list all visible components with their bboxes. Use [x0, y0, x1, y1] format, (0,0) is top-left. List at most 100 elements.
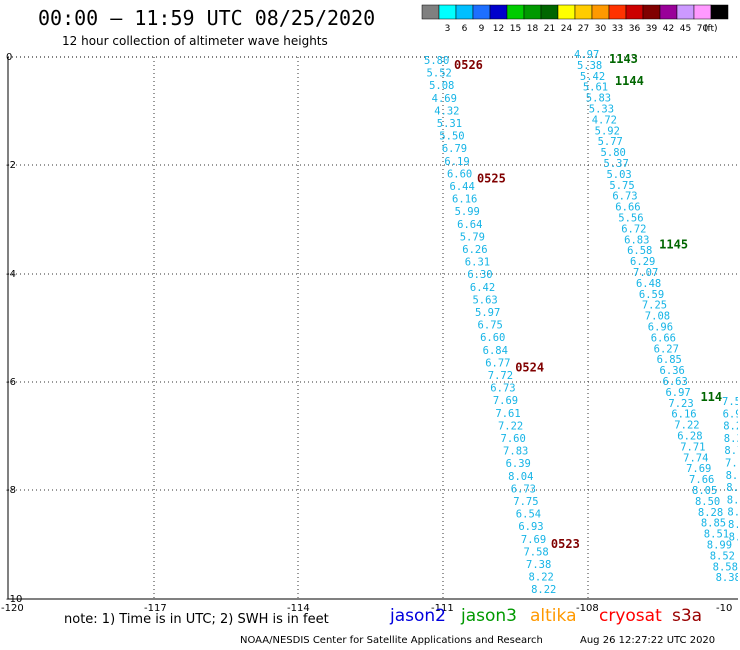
wave-height-value: 7.22: [498, 420, 523, 432]
wave-height-value: 8.51: [704, 529, 729, 541]
color-swatch: [591, 4, 610, 20]
wave-height-value: 5.03: [606, 169, 631, 181]
lon-tick-label: -114: [287, 603, 310, 614]
wave-height-value: 7.08: [645, 311, 670, 323]
wave-height-value: 5.92: [595, 125, 620, 137]
lon-tick-label: -117: [144, 603, 167, 614]
wave-height-value: 8.04: [508, 471, 533, 483]
wave-height-value: 5.42: [580, 71, 605, 83]
wave-height-value: 4.97: [574, 49, 599, 61]
wave-height-value: 8.72: [724, 445, 740, 457]
wave-height-value: 5.56: [618, 213, 643, 225]
wave-height-value: 7.74: [683, 452, 708, 464]
wave-height-value: 7.61: [495, 408, 520, 420]
wave-height-value: 8.22: [531, 584, 556, 596]
wave-height-value: 7.38: [526, 559, 551, 571]
wave-height-value: 6.64: [457, 219, 482, 231]
wave-height-value: 7.07: [633, 267, 658, 279]
wave-height-value: 6.39: [506, 458, 531, 470]
color-scale-label: 12: [493, 24, 504, 34]
legend-cryosat: cryosat: [599, 606, 662, 626]
time-label: 1144: [615, 74, 644, 88]
wave-height-value: 5.97: [475, 307, 500, 319]
wave-height-value: 6.28: [677, 431, 702, 443]
lat-tick-label: -2: [6, 160, 16, 171]
color-swatch: [710, 4, 729, 20]
chart-subtitle: 12 hour collection of altimeter wave hei…: [62, 34, 328, 48]
color-swatch: [642, 4, 661, 20]
wave-height-value: 7.69: [686, 463, 711, 475]
color-scale-label: 45: [680, 24, 691, 34]
wave-height-value: 8.58: [713, 561, 738, 573]
color-swatch: [676, 4, 695, 20]
wave-height-value: 4.69: [432, 93, 457, 105]
color-scale-unit: (ft): [704, 24, 718, 34]
wave-height-value: 8.85: [701, 518, 726, 530]
color-scale-label: 15: [510, 24, 521, 34]
color-scale-label: 30: [595, 24, 607, 34]
wave-height-value: 7.75: [513, 496, 538, 508]
wave-height-value: 7.23: [668, 398, 693, 410]
lat-lon-grid: [8, 57, 738, 599]
wave-height-value: 7.72: [488, 370, 513, 382]
wave-height-value: 6.75: [478, 320, 503, 332]
wave-height-value: 5.75: [609, 180, 634, 192]
color-swatch: [455, 4, 474, 20]
wave-height-value: 7.69: [521, 534, 546, 546]
wave-height-value: 6.44: [450, 181, 475, 193]
wave-height-value: 7.66: [689, 474, 714, 486]
lat-tick-label: 0: [6, 52, 12, 63]
time-label: 0525: [477, 171, 506, 185]
time-label: 1145: [659, 237, 688, 251]
timestamp: Aug 26 12:27:22 UTC 2020: [580, 635, 716, 646]
wave-height-value: 7.53: [722, 396, 740, 408]
wave-height-value: 6.30: [467, 269, 492, 281]
time-label: 0526: [454, 58, 483, 72]
wave-height-value: 5.80: [424, 55, 449, 67]
wave-height-value: 4.72: [592, 114, 617, 126]
wave-height-value: 5.77: [598, 136, 623, 148]
wave-height-value: 6.79: [442, 143, 467, 155]
wave-height-value: 5.52: [427, 68, 452, 80]
wave-height-value: 5.83: [586, 93, 611, 105]
wave-height-value: 8.52: [710, 550, 735, 562]
axis-labels: 0-2-4-6-8-10-120 -117 -114 -111 -108 -10: [1, 52, 732, 614]
time-label: 0524: [515, 360, 544, 374]
wave-height-value: 8.05: [692, 485, 717, 497]
wave-height-value: 6.73: [612, 191, 637, 203]
wave-height-value: 6.85: [657, 354, 682, 366]
wave-height-value: 8.50: [695, 496, 720, 508]
color-scale-label: 42: [663, 24, 674, 34]
wave-height-value: 6.16: [671, 409, 696, 421]
legend-jason2: jason2: [390, 606, 446, 626]
color-scale-label: 18: [527, 24, 539, 34]
wave-height-value: 6.93: [518, 521, 543, 533]
wave-height-value: 6.77: [485, 357, 510, 369]
wave-height-value: 6.54: [516, 509, 541, 521]
color-swatch: [540, 4, 559, 20]
lon-tick-label: -111: [431, 603, 454, 614]
wave-height-value: 5.99: [455, 206, 480, 218]
color-swatch: [625, 4, 644, 20]
color-scale-bar: 3 6 9 12 15 18 21 24 27 30 33 36 39 42 45 70(ft): [421, 4, 729, 34]
color-swatch: [659, 4, 678, 20]
wave-height-value: 6.72: [621, 223, 646, 235]
legend-s3a: s3a: [672, 606, 703, 626]
lat-tick-label: -4: [6, 269, 16, 280]
wave-height-value: 8.05: [726, 482, 740, 494]
wave-height-value: 8.22: [723, 421, 740, 433]
wave-height-value: 7.65: [725, 458, 740, 470]
wave-height-value: 8.38: [716, 572, 740, 584]
color-swatch: [489, 4, 508, 20]
wave-height-value: 8.22: [529, 572, 554, 584]
wave-height-value: 7.58: [523, 546, 548, 558]
color-scale-label: 70: [697, 24, 709, 34]
wave-height-value: 5.80: [601, 147, 626, 159]
wave-height-value: 6.73: [490, 383, 515, 395]
color-swatch: [506, 4, 525, 20]
wave-height-value: 6.31: [465, 257, 490, 269]
wave-height-value: 8.90: [729, 531, 740, 543]
wave-height-value: 7.22: [674, 420, 699, 432]
wave-height-value: 6.83: [624, 234, 649, 246]
wave-height-value: 7.25: [642, 300, 667, 312]
